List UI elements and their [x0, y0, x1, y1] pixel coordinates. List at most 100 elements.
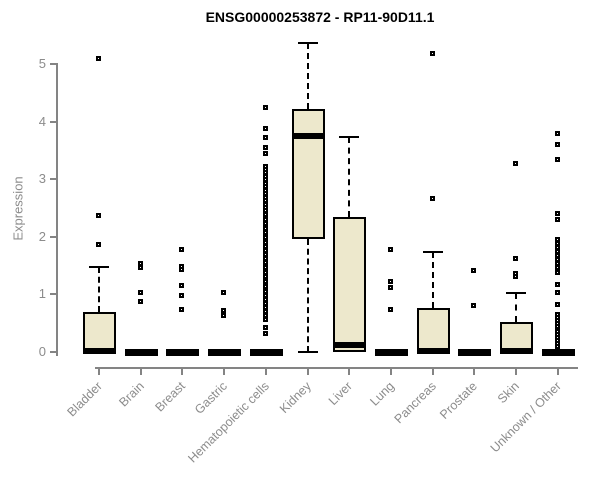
- outlier-point: [471, 302, 477, 308]
- outlier-point: [179, 293, 185, 299]
- outlier-point: [96, 241, 101, 247]
- x-tick: [264, 367, 267, 375]
- y-tick-label: 4: [38, 113, 46, 129]
- lower-whisker: [306, 238, 309, 352]
- outlier-point: [429, 196, 435, 202]
- outlier-point: [262, 317, 268, 323]
- outlier-point: [387, 285, 393, 291]
- outlier-point: [262, 234, 268, 240]
- median-line: [249, 349, 283, 355]
- outlier-point: [262, 239, 268, 245]
- outlier-point: [262, 297, 268, 303]
- outlier-point: [262, 264, 268, 270]
- y-tick-label: 5: [38, 56, 46, 71]
- y-tick: [50, 120, 58, 123]
- outlier-point: [554, 257, 560, 263]
- upper-whisker-cap: [339, 135, 360, 138]
- outlier-point: [179, 306, 185, 312]
- outlier-point: [554, 216, 560, 222]
- outlier-point: [513, 273, 518, 279]
- x-tick: [515, 367, 517, 375]
- outlier-point: [262, 105, 268, 111]
- outlier-point: [554, 289, 560, 295]
- x-tick: [223, 367, 226, 375]
- median-line: [208, 349, 242, 355]
- outlier-point: [262, 273, 268, 279]
- outlier-point: [554, 131, 560, 137]
- outlier-point: [554, 253, 560, 259]
- upper-whisker: [98, 266, 100, 312]
- outlier-point: [554, 156, 560, 162]
- outlier-point: [262, 255, 268, 261]
- iqr-box: [291, 108, 325, 239]
- outlier-point: [262, 230, 268, 236]
- outlier-point: [513, 256, 518, 262]
- iqr-box: [416, 308, 450, 352]
- median-line: [416, 347, 450, 354]
- median-line: [166, 349, 200, 355]
- upper-whisker: [348, 136, 351, 218]
- outlier-point: [262, 301, 268, 307]
- x-tick: [98, 367, 100, 375]
- lower-whisker-cap: [297, 351, 318, 353]
- outlier-point: [387, 278, 393, 284]
- outlier-point: [262, 284, 268, 290]
- outlier-point: [262, 309, 268, 315]
- outlier-point: [262, 259, 268, 265]
- upper-whisker-cap: [89, 265, 109, 268]
- y-tick-label: 3: [38, 171, 46, 187]
- iqr-box: [83, 311, 116, 352]
- outlier-point: [429, 51, 435, 57]
- outlier-point: [554, 237, 560, 243]
- y-tick-label: 0: [38, 344, 46, 359]
- x-tick: [473, 367, 476, 375]
- outlier-point: [554, 211, 560, 217]
- upper-whisker: [515, 293, 517, 323]
- y-tick-label: 1: [38, 286, 46, 302]
- outlier-point: [262, 305, 268, 311]
- outlier-point: [554, 241, 560, 247]
- outlier-point: [221, 290, 227, 296]
- y-tick: [50, 235, 58, 238]
- outlier-point: [96, 56, 101, 62]
- outlier-point: [262, 225, 268, 231]
- upper-whisker: [431, 251, 434, 309]
- outlier-point: [554, 261, 560, 267]
- outlier-point: [554, 265, 560, 271]
- outlier-point: [96, 213, 101, 219]
- outlier-point: [179, 282, 185, 288]
- outlier-point: [262, 269, 268, 275]
- x-tick: [139, 367, 142, 375]
- y-axis-line: [56, 63, 58, 356]
- median-line: [83, 347, 116, 354]
- outlier-point: [262, 288, 268, 294]
- outlier-point: [554, 301, 560, 307]
- median-line: [291, 133, 325, 139]
- outlier-point: [262, 125, 268, 131]
- y-tick: [50, 293, 58, 296]
- iqr-box: [333, 217, 367, 352]
- median-line: [124, 349, 158, 355]
- outlier-point: [262, 330, 268, 336]
- median-line: [333, 341, 367, 348]
- x-tick: [306, 367, 309, 375]
- median-line: [458, 349, 492, 355]
- outlier-point: [262, 247, 268, 253]
- outlier-point: [262, 293, 268, 299]
- outlier-point: [262, 150, 268, 156]
- outlier-point: [137, 260, 143, 266]
- outlier-point: [387, 306, 393, 312]
- x-tick: [348, 367, 351, 375]
- outlier-point: [262, 211, 268, 217]
- upper-whisker-cap: [422, 250, 443, 253]
- outlier-point: [221, 307, 227, 313]
- outlier-point: [137, 299, 143, 305]
- outlier-point: [137, 290, 143, 296]
- outlier-point: [262, 278, 268, 284]
- x-axis-line: [95, 367, 578, 369]
- outlier-point: [554, 142, 560, 148]
- upper-whisker-cap: [297, 41, 318, 44]
- upper-whisker: [306, 42, 309, 109]
- x-tick: [556, 367, 559, 375]
